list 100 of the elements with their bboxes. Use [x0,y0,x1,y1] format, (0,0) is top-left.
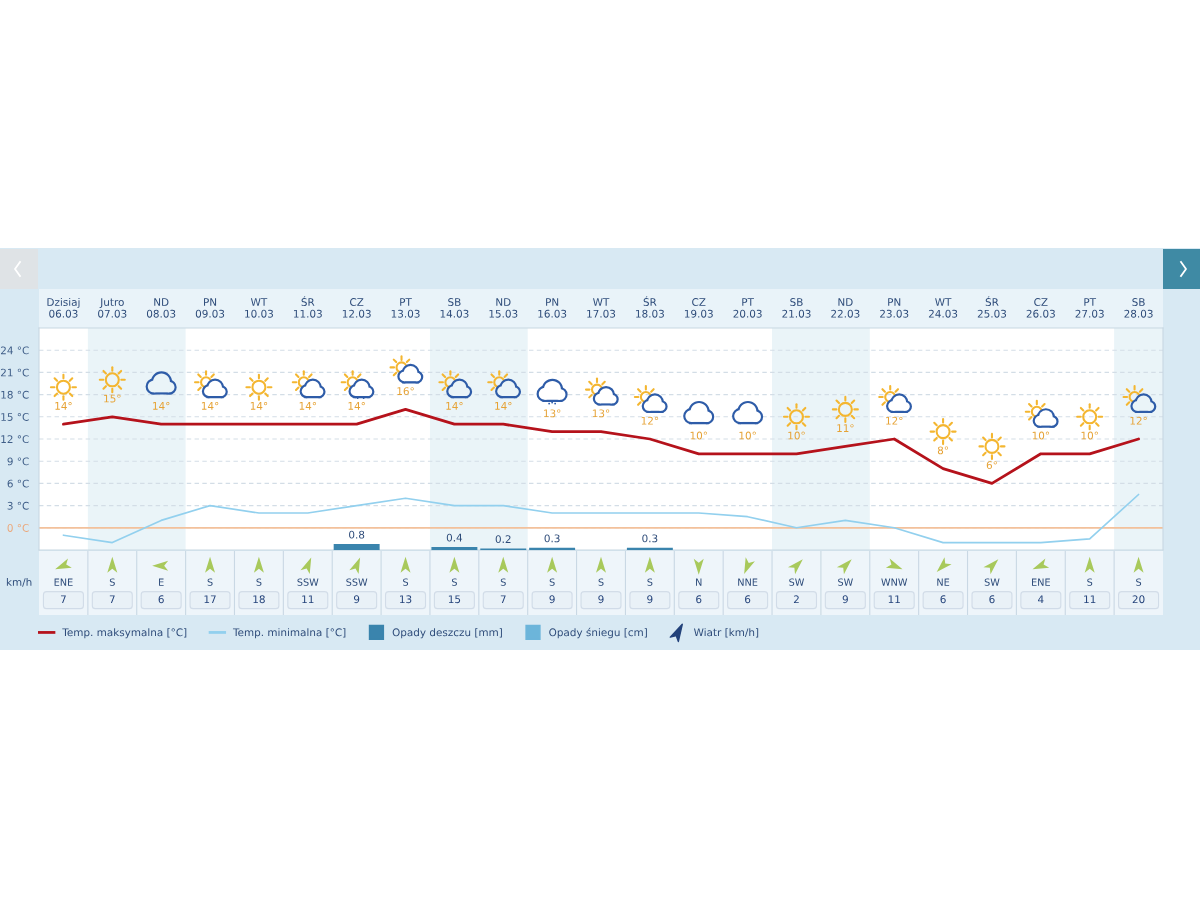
data-label: 0.3 [544,534,560,543]
data-label: 13 [400,595,412,604]
data-label: 6 [158,595,164,604]
x-tick-label: PT 27.03 [1075,298,1104,318]
data-label: 14° [299,401,317,410]
x-tick-label: WT 10.03 [245,298,273,318]
legend-label: Wiatr [km/h] [693,628,759,638]
category-label: S [109,578,115,586]
data-label: 10° [1081,431,1098,440]
y-tick-label: 18 °C [1,390,29,399]
y-tick-label: 9 °C [7,457,29,466]
data-label: 9 [549,595,555,604]
line-series [62,493,1140,544]
data-label: 2 [793,595,799,604]
data-label: 15 [448,595,461,604]
category-label: ENE [1032,578,1050,586]
category-label: S [207,578,213,586]
x-tick-label: ND 15.03 [489,298,518,318]
data-label: 15° [104,394,121,403]
y-tick-label: 15 °C [1,413,29,421]
data-label: 6 [696,595,702,604]
category-label: SSW [346,578,368,586]
category-label: WNW [881,578,908,586]
x-tick-label: PN 23.03 [880,298,909,318]
legend-label: Temp. minimalna [°C] [232,628,346,639]
data-label: 11 [302,595,314,604]
category-label: ENE [54,578,73,586]
y-tick-label: 0 °C [7,524,29,532]
data-label: 13° [544,409,561,418]
x-tick-label: Dzisiaj 06.03 [47,297,80,318]
x-tick-label: ŚR 18.03 [636,296,664,318]
data-label: 6 [745,595,751,604]
data-label: 4 [1038,595,1044,604]
x-tick-label: ND 08.03 [146,298,176,318]
x-tick-label: SB 28.03 [1124,298,1153,318]
y-tick-label: 12 °C [1,435,29,444]
category-label: S [549,578,555,586]
data-label: 12° [886,416,903,425]
legend-label: Opady deszczu [mm] [392,628,502,639]
data-label: 12° [1130,416,1147,425]
x-tick-label: ŚR 11.03 [294,296,322,318]
data-label: 18 [253,595,265,604]
legend-label: Temp. maksymalna [°C] [62,628,187,639]
legend-label: Opady śniegu [cm] [549,627,647,639]
data-label: 7 [109,595,115,604]
category-label: S [1087,578,1093,586]
data-label: 10° [788,431,805,440]
x-tick-label: ŚR 25.03 [977,296,1007,318]
category-label: S [451,578,457,586]
data-label: 9 [353,595,360,604]
data-label: 7 [60,595,66,604]
x-tick-label: WT 24.03 [928,298,958,318]
data-label: 6 [940,595,946,604]
data-label: 10° [690,431,707,440]
data-label: 6 [989,595,995,604]
data-label: 20 [1132,595,1145,604]
data-label: 14° [55,401,72,410]
x-tick-label: CZ 12.03 [342,298,371,318]
category-label: SSW [297,578,319,586]
data-label: 14° [446,401,463,410]
category-label: S [256,578,262,586]
data-label: 14° [153,401,170,410]
data-label: 14° [250,401,268,410]
data-label: 10° [1032,431,1050,440]
data-label: 16° [397,387,414,396]
data-label: 14° [348,401,365,410]
x-tick-label: PN 09.03 [195,298,225,318]
data-label: 10° [739,431,756,440]
x-tick-label: WT 17.03 [587,298,616,318]
data-label: 13° [592,409,610,418]
y-tick-label: 24 °C [0,346,29,355]
category-label: E [159,578,164,586]
category-label: SW [984,578,1000,586]
category-label: S [647,578,653,586]
category-label: SW [838,578,853,586]
data-label: 11 [1084,595,1096,604]
data-label: 7 [500,595,506,604]
data-label: 17 [204,595,216,604]
data-label: 0.3 [642,534,658,543]
x-tick-label: CZ 19.03 [684,298,713,318]
category-label: S [500,578,506,586]
data-label: 9 [598,595,604,604]
y-tick-label: 3 °C [7,501,29,510]
data-label: 8° [937,446,949,455]
data-label: 0.8 [349,530,365,539]
data-label: 9 [647,595,653,604]
x-tick-label: SB 21.03 [782,298,811,318]
data-label: 11 [888,595,900,604]
data-label: 11° [837,424,854,432]
x-tick-label: CZ 26.03 [1026,298,1055,318]
category-label: S [403,578,409,586]
data-label: 12° [641,416,659,425]
x-tick-label: PT 20.03 [733,298,762,318]
y-tick-label: 6 °C [7,479,29,488]
x-tick-label: Jutro 07.03 [98,298,127,318]
category-label: NE [937,578,950,586]
x-tick-label: ND 22.03 [831,298,860,318]
data-label: 6° [986,461,997,470]
category-label: SW [789,578,805,586]
x-tick-label: SB 14.03 [440,298,469,318]
